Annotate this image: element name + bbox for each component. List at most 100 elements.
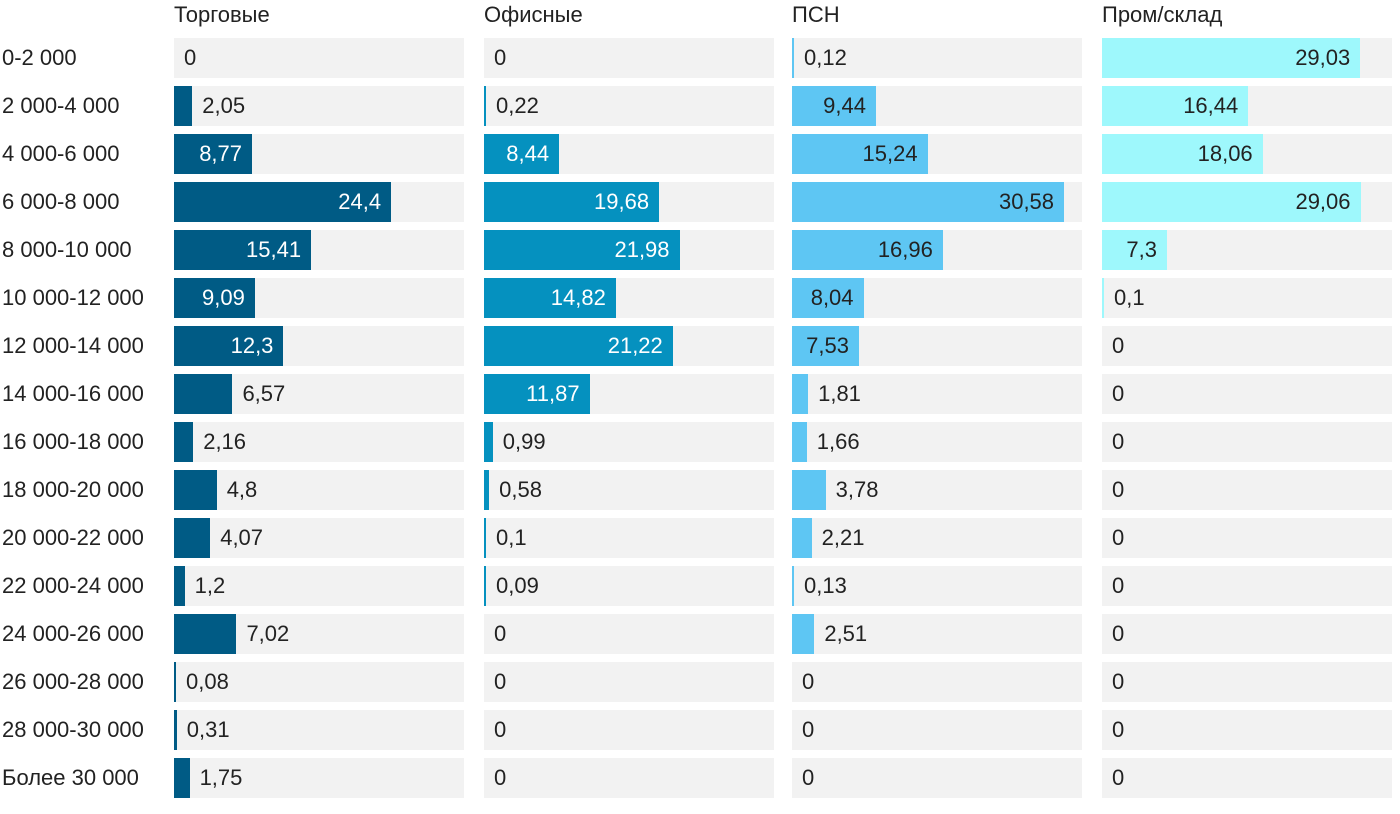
data-label: 16,96 xyxy=(877,237,933,262)
bar-track: 0 xyxy=(792,758,1082,798)
bar-track: 4,07 xyxy=(174,518,464,558)
bar-track: 0,1 xyxy=(1102,278,1392,318)
bar-track: 0 xyxy=(174,38,464,78)
bar-track: 0,99 xyxy=(484,422,774,462)
data-label: 0 xyxy=(1112,669,1125,694)
bar-track: 15,41 xyxy=(174,230,464,270)
data-label: 0 xyxy=(1112,525,1125,550)
bar xyxy=(484,518,486,558)
bar xyxy=(484,134,560,174)
bar-track: 0,08 xyxy=(174,662,464,702)
data-label: 0,13 xyxy=(804,573,847,598)
bar-track: 8,77 xyxy=(174,134,464,174)
row-label: 28 000-30 000 xyxy=(2,717,144,742)
bar xyxy=(1102,38,1361,78)
bar-track: 0,12 xyxy=(792,38,1082,78)
data-label: 2,05 xyxy=(202,93,246,118)
row-label: 0-2 000 xyxy=(2,45,77,70)
bar-track: 1,66 xyxy=(792,422,1082,462)
row-label: 14 000-16 000 xyxy=(2,381,144,406)
data-label: 0 xyxy=(494,717,507,742)
bar xyxy=(792,374,809,414)
data-label: 0 xyxy=(802,717,815,742)
bar-track: 19,68 xyxy=(484,182,774,222)
bar-track: 0 xyxy=(1102,326,1392,366)
bar-track: 1,81 xyxy=(792,374,1082,414)
bar xyxy=(792,614,815,654)
bar-track: 0,58 xyxy=(484,470,774,510)
data-label: 1,2 xyxy=(194,573,226,598)
bar xyxy=(484,566,486,606)
bar-track: 1,75 xyxy=(174,758,464,798)
data-label: 0 xyxy=(1112,381,1125,406)
bar-track: 2,16 xyxy=(174,422,464,462)
data-label: 0 xyxy=(494,621,507,646)
bar-track: 29,03 xyxy=(1102,38,1392,78)
data-label: 0 xyxy=(494,45,507,70)
bar xyxy=(792,518,812,558)
data-label: 0 xyxy=(1112,621,1125,646)
data-label: 0 xyxy=(1112,429,1125,454)
bar-track: 11,87 xyxy=(484,374,774,414)
bar-track: 21,22 xyxy=(484,326,774,366)
data-label: 14,82 xyxy=(550,285,606,310)
data-label: 11,87 xyxy=(526,381,580,406)
series-title: ПСН xyxy=(792,2,840,27)
data-label: 8,44 xyxy=(506,141,550,166)
row-label: 24 000-26 000 xyxy=(2,621,144,646)
bar xyxy=(792,38,794,78)
data-label: 15,24 xyxy=(862,141,918,166)
bar-track: 0 xyxy=(1102,566,1392,606)
bar xyxy=(792,182,1065,222)
bar-track: 0,31 xyxy=(174,710,464,750)
bar xyxy=(1102,278,1104,318)
data-label: 0 xyxy=(1112,573,1125,598)
bar-track: 15,24 xyxy=(792,134,1082,174)
data-label: 6,57 xyxy=(242,381,286,406)
data-label: 4,07 xyxy=(220,525,264,550)
row-label: 8 000-10 000 xyxy=(2,237,132,262)
bar-track: 0 xyxy=(484,710,774,750)
bar-track: 30,58 xyxy=(792,182,1082,222)
bar xyxy=(792,422,807,462)
bar-track: 24,4 xyxy=(174,182,464,222)
bar xyxy=(484,230,680,270)
data-label: 12,3 xyxy=(230,333,274,358)
data-label: 3,78 xyxy=(835,477,879,502)
bar-track: 0 xyxy=(792,710,1082,750)
bar xyxy=(484,86,486,126)
bar-track: 0 xyxy=(1102,662,1392,702)
bar xyxy=(484,278,616,318)
bar-track: 0 xyxy=(1102,470,1392,510)
data-label: 4,8 xyxy=(226,477,258,502)
bar-track: 2,21 xyxy=(792,518,1082,558)
data-label: 30,58 xyxy=(998,189,1055,214)
bar-track: 0,1 xyxy=(484,518,774,558)
bar-track: 29,06 xyxy=(1102,182,1392,222)
bar xyxy=(174,662,176,702)
series-title: Офисные xyxy=(484,2,583,27)
row-label: 12 000-14 000 xyxy=(2,333,144,358)
bar-track: 9,09 xyxy=(174,278,464,318)
data-label: 2,21 xyxy=(821,525,865,550)
bar xyxy=(484,422,493,462)
bar xyxy=(174,518,211,558)
bar-track: 0 xyxy=(792,662,1082,702)
bar-track: 0 xyxy=(484,38,774,78)
bar xyxy=(174,278,255,318)
series-title: Пром/склад xyxy=(1102,2,1223,27)
data-label: 1,66 xyxy=(816,429,860,454)
row-label: 4 000-6 000 xyxy=(2,141,120,166)
data-label: 29,06 xyxy=(1295,189,1351,214)
bar-track: 7,02 xyxy=(174,614,464,654)
data-label: 19,68 xyxy=(594,189,650,214)
bar xyxy=(792,566,794,606)
data-label: 0 xyxy=(1112,477,1125,502)
data-label: 21,22 xyxy=(607,333,663,358)
row-label: 6 000-8 000 xyxy=(2,189,120,214)
bar xyxy=(174,566,185,606)
bar-track: 2,51 xyxy=(792,614,1082,654)
row-label: Более 30 000 xyxy=(2,765,139,790)
bar-track: 7,53 xyxy=(792,326,1082,366)
data-label: 0 xyxy=(1112,333,1125,358)
